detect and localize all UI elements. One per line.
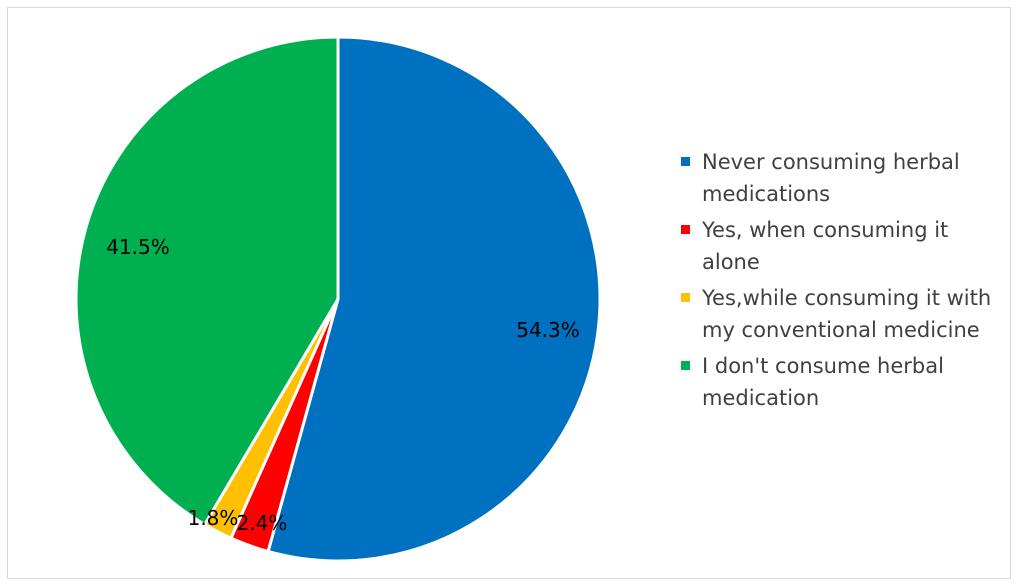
legend-item: Yes, when consuming it alone bbox=[681, 214, 1011, 278]
pie-data-label: 54.3% bbox=[516, 318, 580, 342]
pie-data-label: 41.5% bbox=[106, 235, 170, 259]
pie-slices bbox=[74, 35, 602, 563]
legend-swatch bbox=[681, 225, 690, 234]
pie-data-label: 2.4% bbox=[237, 511, 288, 535]
legend-swatch bbox=[681, 361, 690, 370]
pie-data-labels: 54.3% 2.4%1.8% 41.5% bbox=[106, 235, 580, 535]
legend-label: Yes, when consuming it alone bbox=[702, 218, 949, 274]
legend-item: Yes,while consuming it with my conventio… bbox=[681, 282, 1011, 346]
legend-label: Never consuming herbal medications bbox=[702, 150, 960, 206]
pie-slice bbox=[266, 35, 602, 563]
legend-swatch bbox=[681, 293, 690, 302]
legend-swatch bbox=[681, 157, 690, 166]
legend-item: I don't consume herbal medication bbox=[681, 350, 1011, 414]
legend-item: Never consuming herbal medications bbox=[681, 146, 1011, 210]
legend: Never consuming herbal medications Yes, … bbox=[681, 146, 1011, 418]
legend-label: Yes,while consuming it with my conventio… bbox=[702, 286, 992, 342]
legend-label: I don't consume herbal medication bbox=[702, 354, 944, 410]
pie-data-label: 1.8% bbox=[188, 506, 239, 530]
pie-slice bbox=[74, 35, 340, 527]
